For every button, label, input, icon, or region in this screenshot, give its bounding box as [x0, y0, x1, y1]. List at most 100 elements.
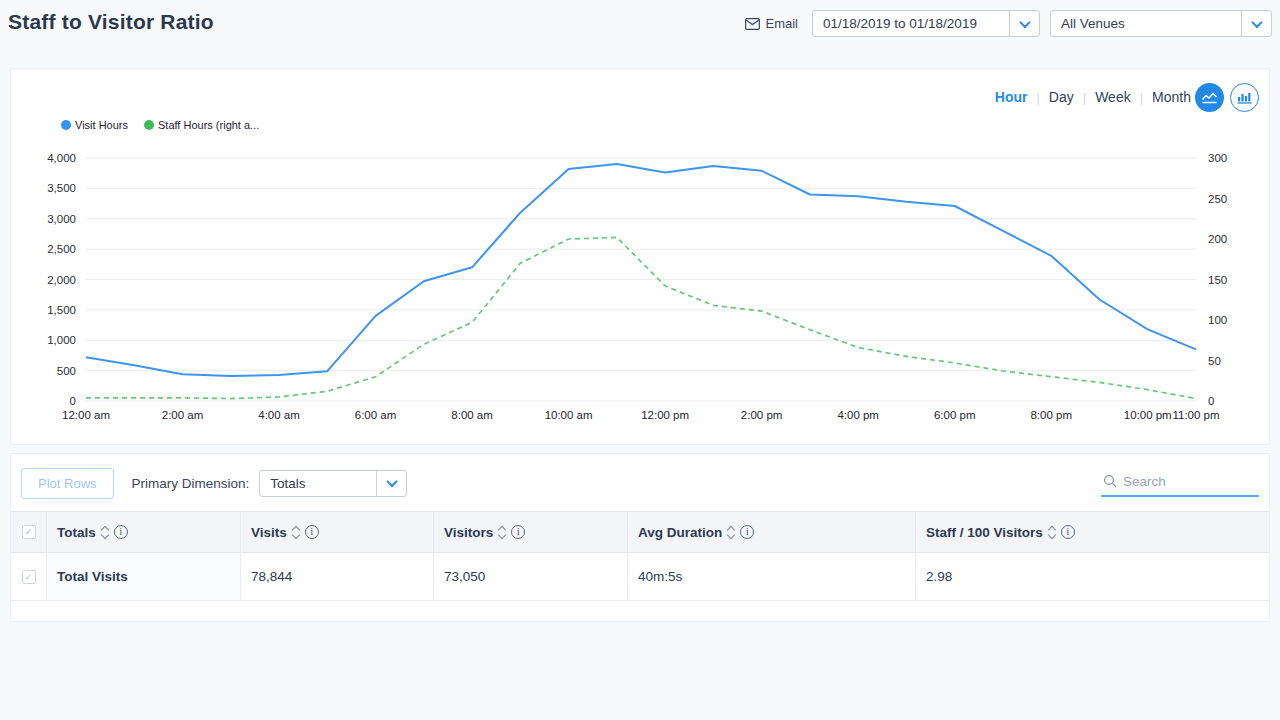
svg-text:200: 200 — [1208, 233, 1227, 245]
svg-text:10:00 am: 10:00 am — [545, 409, 593, 421]
svg-text:12:00 am: 12:00 am — [62, 409, 110, 421]
venue-value: All Venues — [1051, 11, 1241, 36]
cell-totals: Total Visits — [47, 553, 241, 600]
venue-chevron[interactable] — [1241, 11, 1271, 36]
line-chart-icon — [1201, 91, 1218, 105]
legend-item-visit-hours[interactable]: Visit Hours — [61, 119, 128, 131]
table-row[interactable]: Total Visits 78,844 73,050 40m:5s 2.98 — [11, 553, 1269, 601]
svg-text:0: 0 — [1208, 395, 1214, 407]
svg-text:500: 500 — [57, 365, 76, 377]
svg-text:50: 50 — [1208, 355, 1221, 367]
svg-text:8:00 am: 8:00 am — [451, 409, 493, 421]
chart-type-buttons — [1195, 83, 1259, 112]
svg-text:300: 300 — [1208, 152, 1227, 164]
column-header-avg-duration[interactable]: Avg Duration — [628, 512, 916, 552]
date-range-value: 01/18/2019 to 01/18/2019 — [813, 11, 1009, 36]
table-card: Plot Rows Primary Dimension: Totals Tota… — [10, 453, 1270, 622]
svg-text:11:00 pm: 11:00 pm — [1172, 409, 1219, 421]
svg-text:150: 150 — [1208, 274, 1227, 286]
tab-separator: | — [1083, 90, 1086, 105]
chart-card: Hour | Day | Week | Month Visit Hou — [10, 68, 1270, 445]
svg-text:2,000: 2,000 — [47, 274, 76, 286]
svg-text:100: 100 — [1208, 314, 1227, 326]
bar-chart-icon — [1237, 91, 1252, 104]
header-checkbox-cell — [11, 512, 47, 552]
sort-icon[interactable] — [293, 527, 299, 538]
svg-text:1,000: 1,000 — [47, 334, 76, 346]
tab-week[interactable]: Week — [1095, 89, 1131, 105]
chevron-down-icon — [386, 476, 397, 487]
tab-day[interactable]: Day — [1049, 89, 1074, 105]
info-icon[interactable] — [511, 525, 525, 539]
bar-chart-button[interactable] — [1230, 83, 1259, 112]
legend-label: Visit Hours — [75, 119, 128, 131]
legend-dot-blue — [61, 120, 71, 130]
cell-staff-per-100: 2.98 — [916, 553, 1269, 600]
primary-dimension-chevron[interactable] — [376, 471, 406, 496]
email-label: Email — [765, 16, 798, 31]
top-controls: Email 01/18/2019 to 01/18/2019 All Venue… — [745, 10, 1272, 37]
search-icon — [1103, 474, 1117, 488]
column-header-visits[interactable]: Visits — [241, 512, 434, 552]
info-icon[interactable] — [305, 525, 319, 539]
email-button[interactable]: Email — [745, 16, 798, 31]
table-toolbar: Plot Rows Primary Dimension: Totals — [21, 467, 1259, 499]
primary-dimension-select[interactable]: Totals — [259, 470, 407, 497]
page-title: Staff to Visitor Ratio — [8, 10, 214, 34]
plot-rows-button[interactable]: Plot Rows — [21, 468, 114, 499]
svg-text:1,500: 1,500 — [47, 304, 76, 316]
table-header-row: Totals Visits Visitors Avg Duration Staf — [11, 511, 1269, 553]
svg-text:12:00 pm: 12:00 pm — [641, 409, 689, 421]
row-checkbox-cell — [11, 553, 47, 600]
svg-text:2:00 am: 2:00 am — [162, 409, 204, 421]
chart-legend: Visit Hours Staff Hours (right a... — [61, 119, 259, 131]
line-chart-button[interactable] — [1195, 83, 1224, 112]
info-icon[interactable] — [114, 525, 128, 539]
chevron-down-icon — [1019, 16, 1030, 27]
legend-dot-green — [144, 120, 154, 130]
svg-text:6:00 am: 6:00 am — [355, 409, 397, 421]
tab-separator: | — [1036, 90, 1039, 105]
row-checkbox[interactable] — [22, 570, 36, 584]
tab-month[interactable]: Month — [1152, 89, 1191, 105]
svg-text:4:00 pm: 4:00 pm — [837, 409, 879, 421]
venue-select[interactable]: All Venues — [1050, 10, 1272, 37]
info-icon[interactable] — [1061, 525, 1075, 539]
cell-avg-duration: 40m:5s — [628, 553, 916, 600]
search-input[interactable] — [1123, 474, 1247, 489]
legend-label: Staff Hours (right a... — [158, 119, 259, 131]
granularity-tabs: Hour | Day | Week | Month — [995, 89, 1191, 105]
info-icon[interactable] — [740, 525, 754, 539]
column-header-totals[interactable]: Totals — [47, 512, 241, 552]
tab-hour[interactable]: Hour — [995, 89, 1028, 105]
cell-visitors: 73,050 — [434, 553, 628, 600]
primary-dimension-label: Primary Dimension: — [132, 476, 250, 491]
sort-icon[interactable] — [102, 527, 108, 538]
svg-text:2,500: 2,500 — [47, 243, 76, 255]
svg-text:250: 250 — [1208, 193, 1227, 205]
svg-text:2:00 pm: 2:00 pm — [741, 409, 783, 421]
column-header-visitors[interactable]: Visitors — [434, 512, 628, 552]
sort-icon[interactable] — [499, 527, 505, 538]
primary-dimension-value: Totals — [260, 471, 376, 496]
search-box[interactable] — [1101, 470, 1259, 497]
svg-text:10:00 pm: 10:00 pm — [1124, 409, 1172, 421]
legend-item-staff-hours[interactable]: Staff Hours (right a... — [144, 119, 259, 131]
line-chart[interactable]: 05001,0001,5002,0002,5003,0003,5004,0000… — [11, 146, 1269, 442]
tab-separator: | — [1140, 90, 1143, 105]
svg-text:4:00 am: 4:00 am — [258, 409, 300, 421]
svg-text:3,500: 3,500 — [47, 182, 76, 194]
svg-text:8:00 pm: 8:00 pm — [1030, 409, 1072, 421]
sort-icon[interactable] — [728, 527, 734, 538]
chevron-down-icon — [1251, 16, 1262, 27]
select-all-checkbox[interactable] — [22, 525, 36, 539]
top-bar: Staff to Visitor Ratio Email 01/18/2019 … — [0, 0, 1280, 56]
svg-text:0: 0 — [70, 395, 76, 407]
column-header-staff-per-100[interactable]: Staff / 100 Visitors — [916, 512, 1269, 552]
sort-icon[interactable] — [1049, 527, 1055, 538]
svg-text:3,000: 3,000 — [47, 213, 76, 225]
email-icon — [745, 18, 760, 30]
date-range-chevron[interactable] — [1009, 11, 1039, 36]
date-range-select[interactable]: 01/18/2019 to 01/18/2019 — [812, 10, 1040, 37]
cell-visits: 78,844 — [241, 553, 434, 600]
